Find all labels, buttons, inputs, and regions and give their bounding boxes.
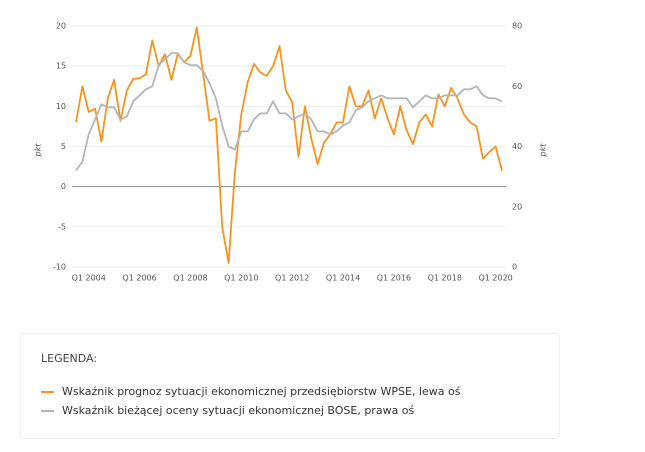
y2-tick-label: 80 xyxy=(512,22,522,31)
legend-swatch xyxy=(41,390,54,393)
series-line xyxy=(75,26,503,264)
x-tick-label: Q1 2010 xyxy=(224,274,258,283)
y-axis-label: pkt xyxy=(34,143,43,158)
y-tick-label: -5 xyxy=(58,222,66,231)
x-tick-label: Q1 2012 xyxy=(275,274,309,283)
x-tick-label: Q1 2004 xyxy=(72,274,106,283)
x-tick-label: Q1 2016 xyxy=(377,274,411,283)
legend-item: Wskaźnik prognoz sytuacji ekonomicznej p… xyxy=(41,385,539,398)
x-tick-label: Q1 2006 xyxy=(122,274,156,283)
legend-swatch xyxy=(41,409,54,412)
y-tick-label: 10 xyxy=(56,102,66,111)
legend-title: LEGENDA: xyxy=(41,352,98,365)
y2-tick-label: 60 xyxy=(512,82,522,91)
y-tick-label: 0 xyxy=(61,182,66,191)
x-tick-label: Q1 2014 xyxy=(326,274,360,283)
y2-tick-label: 20 xyxy=(512,202,522,211)
y2-tick-label: 0 xyxy=(512,263,517,272)
legend-item: Wskaźnik bieżącej oceny sytuacji ekonomi… xyxy=(41,404,539,417)
legend-label: Wskaźnik bieżącej oceny sytuacji ekonomi… xyxy=(62,404,415,417)
x-tick-label: Q1 2020 xyxy=(478,274,512,283)
x-tick-label: Q1 2018 xyxy=(428,274,462,283)
y-tick-label: -10 xyxy=(53,263,66,272)
y2-axis-label: pkt xyxy=(539,143,548,158)
x-tick-label: Q1 2008 xyxy=(173,274,207,283)
y-tick-label: 5 xyxy=(61,142,66,151)
y2-tick-label: 40 xyxy=(512,142,522,151)
legend-label: Wskaźnik prognoz sytuacji ekonomicznej p… xyxy=(62,385,461,398)
chart: pkt pkt -10 -5 0 5 10 15 20 0 20 40 60 80 Q1 2004 Q1 … xyxy=(34,22,548,283)
y-tick-label: 15 xyxy=(56,62,66,71)
legend: LEGENDA: Wskaźnik prognoz sytuacji ekono… xyxy=(20,333,560,439)
y-tick-label: 20 xyxy=(56,22,66,31)
series-line xyxy=(75,52,503,172)
